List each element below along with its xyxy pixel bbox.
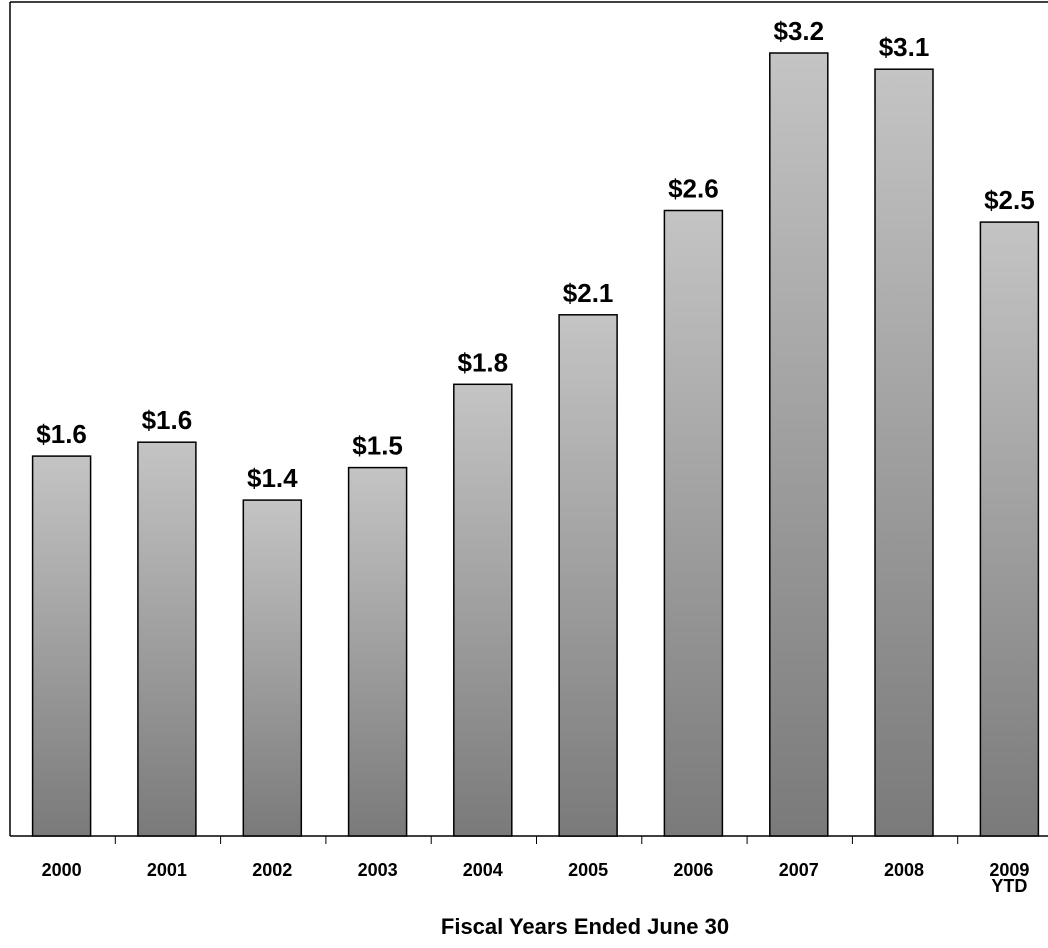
bar-2	[242, 499, 303, 837]
x-tick-label-9: 2009 YTD	[989, 860, 1029, 896]
value-label-6: $2.6	[668, 174, 719, 204]
bar-8	[874, 68, 934, 837]
x-tick-label-3: 2003	[358, 860, 398, 880]
bar-0	[31, 455, 92, 837]
x-tick-label-4: 2004	[463, 860, 503, 880]
x-axis-tick-labels: 2000 2001 2002 2003 2004 2005 2006 2007 2008 2009…	[42, 860, 1030, 896]
bar-4	[453, 383, 513, 837]
bar-5	[558, 314, 618, 837]
x-tick-label-7: 2007	[779, 860, 819, 880]
value-label-1: $1.6	[142, 405, 193, 435]
value-label-2: $1.4	[247, 463, 298, 493]
x-tick-label-2: 2002	[252, 860, 292, 880]
x-tick-label-0: 2000	[42, 860, 82, 880]
value-label-7: $3.2	[773, 16, 824, 46]
x-tick-label-5: 2005	[568, 860, 608, 880]
x-axis-ticks	[114, 836, 959, 844]
value-label-9: $2.5	[984, 185, 1035, 215]
value-labels: $1.6 $1.6 $1.4 $1.5 $1.8 $2.1 $2.6 $3.2 $3.1 $2.5	[36, 16, 1034, 493]
bar-9	[979, 221, 1040, 837]
bar-7	[769, 52, 829, 837]
value-label-0: $1.6	[36, 419, 87, 449]
value-label-8: $3.1	[879, 32, 930, 62]
value-label-3: $1.5	[352, 431, 403, 461]
x-axis-title: Fiscal Years Ended June 30	[441, 914, 729, 939]
x-tick-label-6: 2006	[673, 860, 713, 880]
value-label-5: $2.1	[563, 278, 614, 308]
x-tick-label-8: 2008	[884, 860, 924, 880]
bar-1	[137, 441, 197, 837]
bar-3	[347, 466, 408, 837]
bar-6	[663, 209, 724, 837]
x-tick-label-1: 2001	[147, 860, 187, 880]
value-label-4: $1.8	[457, 347, 508, 377]
bars	[31, 52, 1040, 837]
